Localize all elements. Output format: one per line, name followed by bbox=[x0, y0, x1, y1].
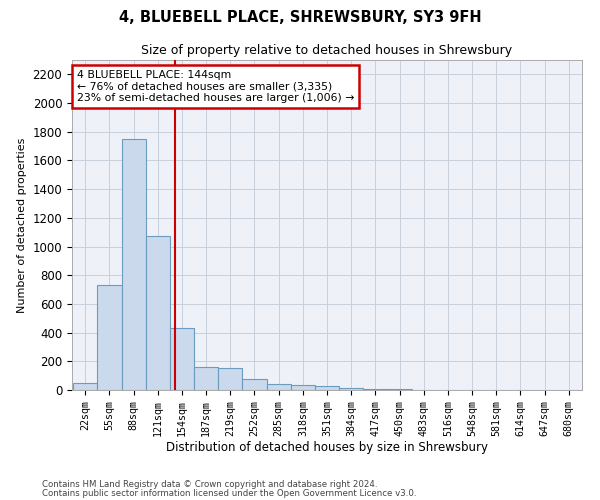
Bar bbox=[170, 328, 194, 390]
Bar bbox=[146, 236, 170, 390]
Text: Contains public sector information licensed under the Open Government Licence v3: Contains public sector information licen… bbox=[42, 488, 416, 498]
Bar bbox=[363, 388, 388, 390]
Bar bbox=[339, 388, 363, 390]
Bar bbox=[291, 385, 315, 390]
Bar bbox=[242, 379, 266, 390]
Text: Contains HM Land Registry data © Crown copyright and database right 2024.: Contains HM Land Registry data © Crown c… bbox=[42, 480, 377, 489]
Bar bbox=[122, 139, 146, 390]
Bar bbox=[97, 286, 122, 390]
Bar bbox=[266, 384, 291, 390]
Bar bbox=[315, 386, 339, 390]
Text: 4, BLUEBELL PLACE, SHREWSBURY, SY3 9FH: 4, BLUEBELL PLACE, SHREWSBURY, SY3 9FH bbox=[119, 10, 481, 25]
Text: 4 BLUEBELL PLACE: 144sqm
← 76% of detached houses are smaller (3,335)
23% of sem: 4 BLUEBELL PLACE: 144sqm ← 76% of detach… bbox=[77, 70, 355, 103]
Bar bbox=[73, 383, 97, 390]
Y-axis label: Number of detached properties: Number of detached properties bbox=[17, 138, 27, 312]
Bar bbox=[218, 368, 242, 390]
Title: Size of property relative to detached houses in Shrewsbury: Size of property relative to detached ho… bbox=[142, 44, 512, 58]
X-axis label: Distribution of detached houses by size in Shrewsbury: Distribution of detached houses by size … bbox=[166, 442, 488, 454]
Bar bbox=[194, 367, 218, 390]
